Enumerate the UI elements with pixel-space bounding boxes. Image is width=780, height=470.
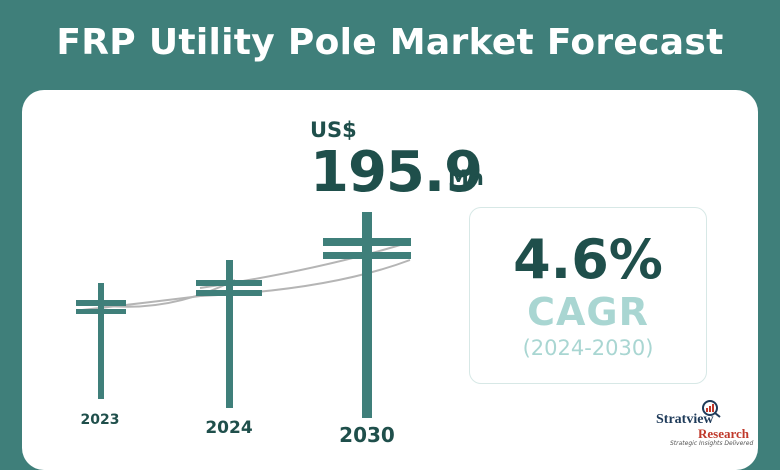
cagr-period: (2024-2030) (522, 336, 654, 360)
pole-2030 (362, 212, 372, 418)
pole-2023 (98, 283, 104, 399)
crossarm-2024-top (196, 280, 262, 286)
crossarm-2030-top (323, 238, 411, 246)
value-label: 195.9 (310, 140, 483, 205)
brand-tagline: Strategic Insights Delivered (670, 440, 754, 447)
cagr-value: 4.6% (513, 228, 663, 291)
brand-logo-block: Stratview Research Strategic Insights De… (640, 398, 754, 448)
page-title: FRP Utility Pole Market Forecast (56, 22, 724, 63)
brand-name-sub: Research (698, 426, 750, 441)
unit-label: Mn (448, 166, 484, 190)
brand-name: Stratview (656, 412, 714, 427)
cagr-label: CAGR (527, 290, 649, 334)
crossarm-2030-bottom (323, 252, 411, 259)
crossarm-2023-top (76, 300, 126, 306)
tick-label-2024: 2024 (205, 418, 252, 438)
currency-label: US$ (310, 118, 357, 142)
cagr-card: 4.6% CAGR (2024-2030) (469, 207, 707, 384)
tick-label-2030: 2030 (339, 423, 395, 447)
pole-chart: 2023 2024 2030 (76, 212, 411, 447)
crossarm-2023-bottom (76, 309, 126, 314)
tick-label-2023: 2023 (81, 412, 120, 428)
pole-2024 (226, 260, 233, 408)
crossarm-2024-bottom (196, 290, 262, 296)
magnifier-chart-icon (702, 400, 721, 418)
